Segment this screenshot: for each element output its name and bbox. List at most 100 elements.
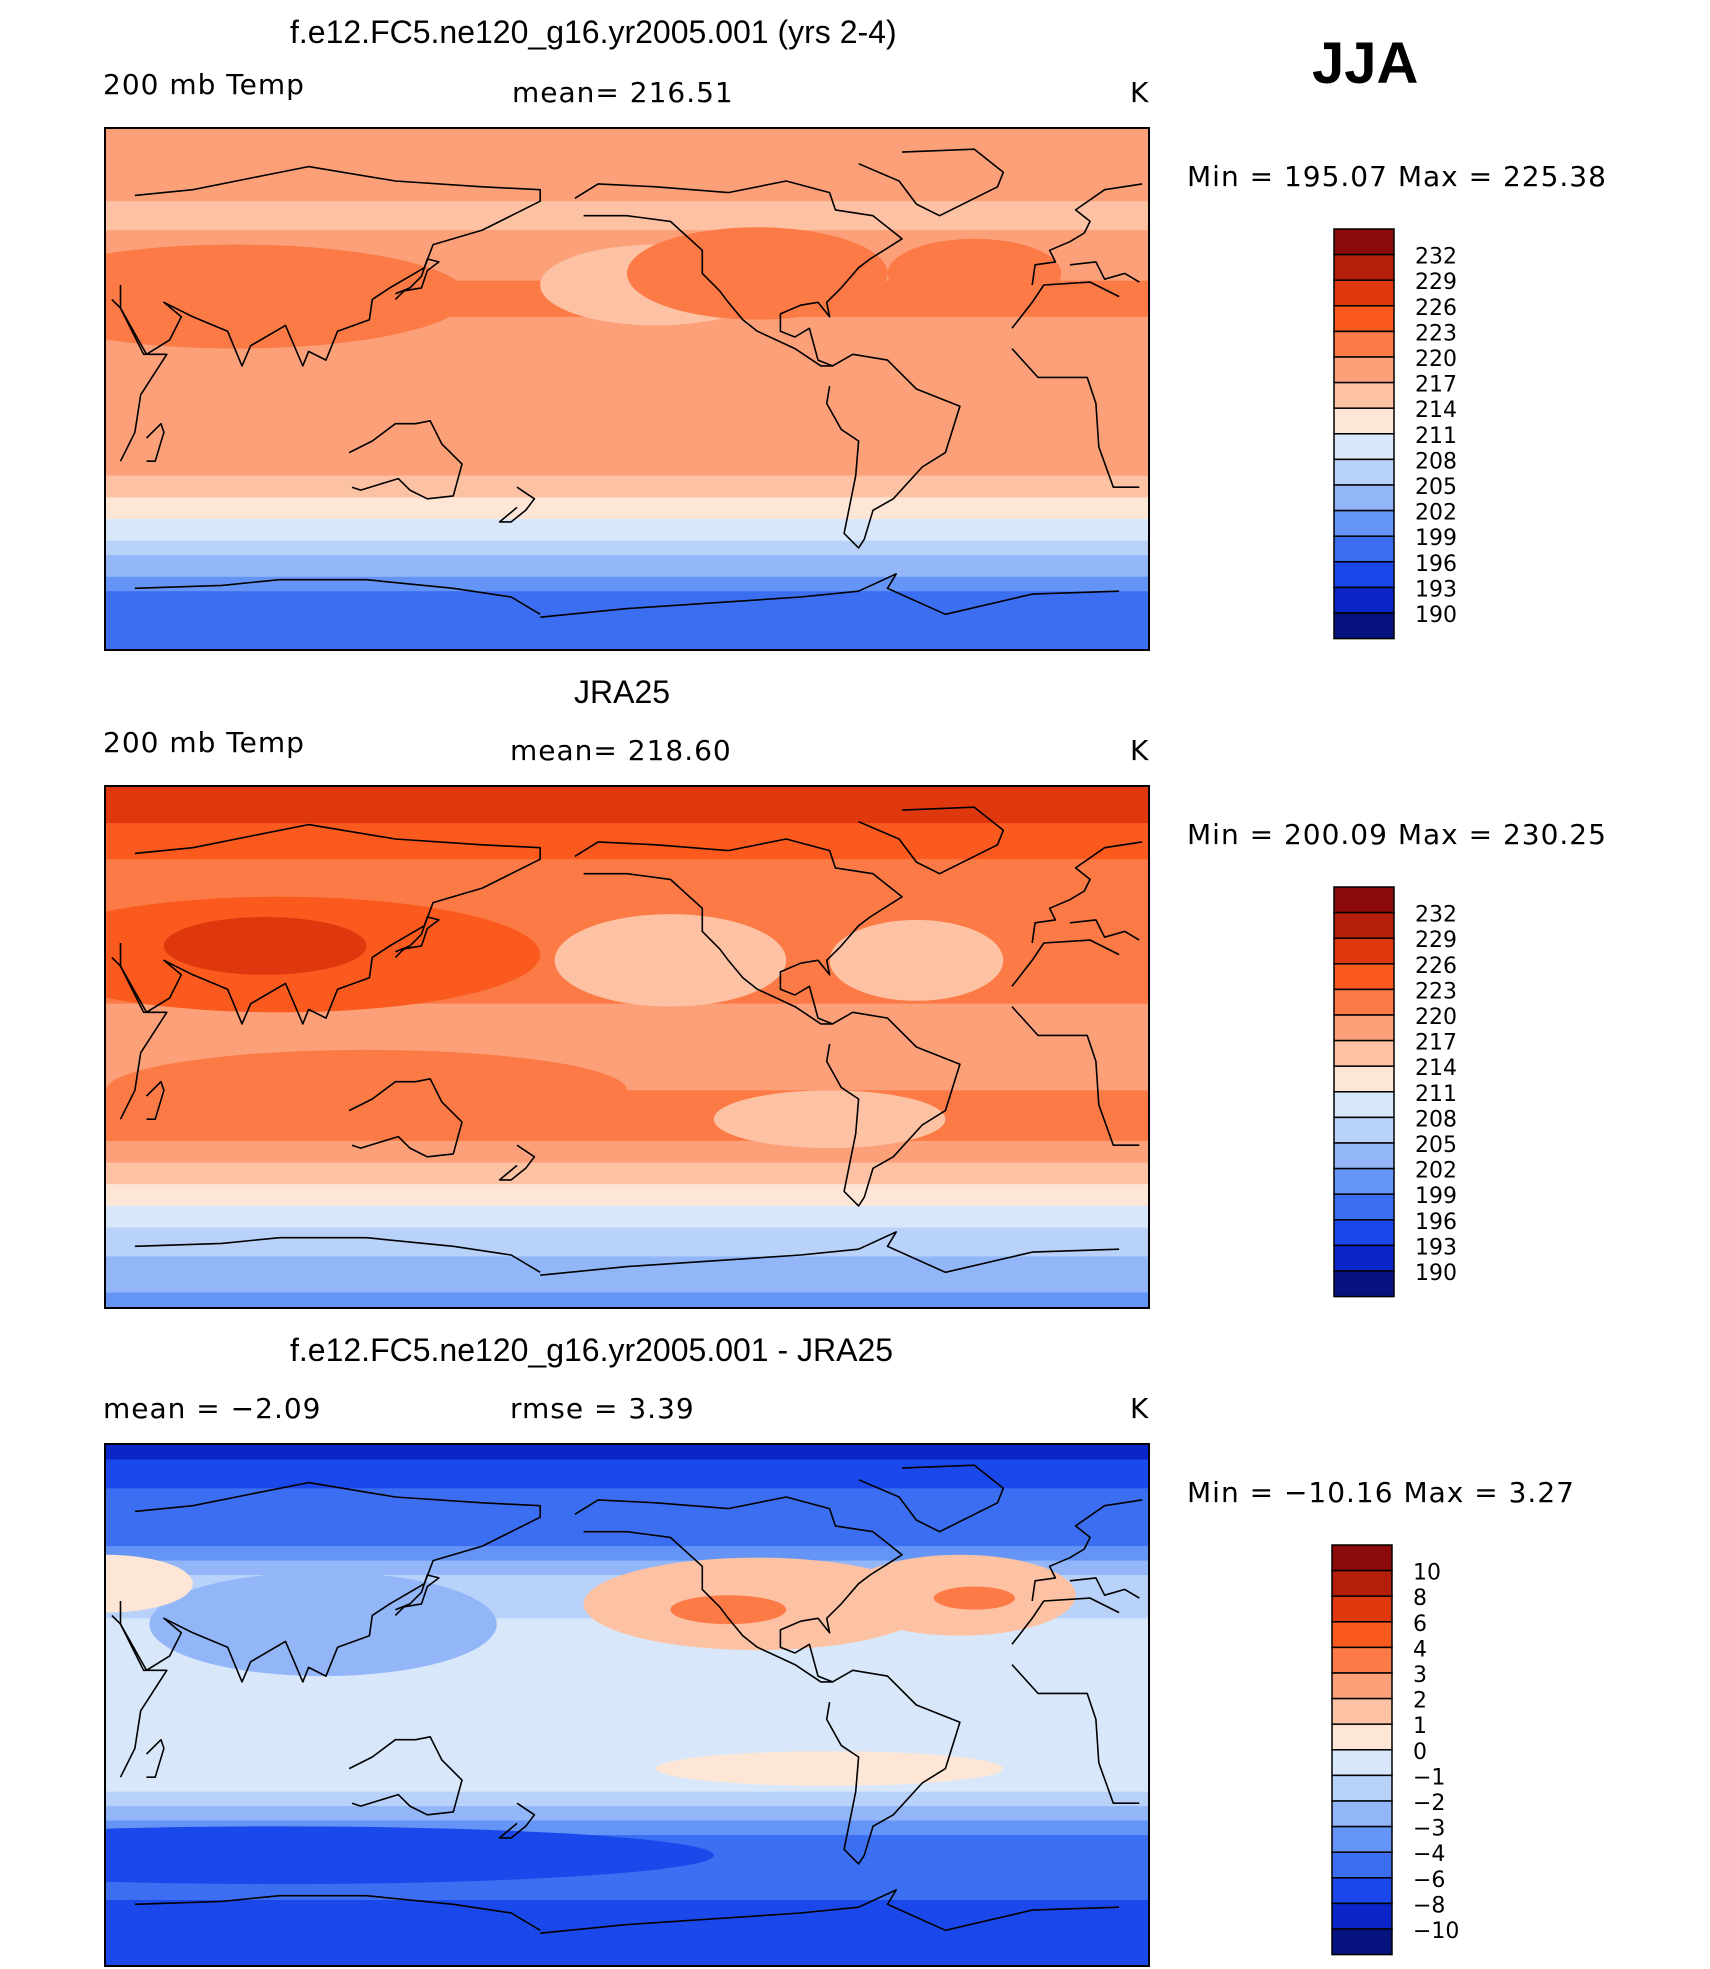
- zonal-band: [106, 584, 1148, 592]
- panel1-contour-field: [106, 129, 1148, 649]
- panel2-colorbar-tick-label: 220: [1415, 1005, 1457, 1030]
- zonal-band: [106, 1112, 1148, 1120]
- panel2-title: JRA25: [574, 674, 671, 710]
- zonal-band: [106, 511, 1148, 520]
- antarctica-outline: [540, 573, 1120, 618]
- zonal-band: [106, 1068, 1148, 1077]
- north-america-outline: [574, 838, 903, 1025]
- zonal-band: [106, 1546, 1148, 1554]
- zonal-band: [106, 1025, 1148, 1034]
- australia-outline: [348, 419, 463, 500]
- zonal-band: [106, 1928, 1148, 1937]
- zonal-band: [106, 446, 1148, 455]
- zonal-band: [106, 801, 1148, 810]
- tibet-warm-region: [106, 244, 468, 349]
- zonal-band: [106, 222, 1148, 231]
- australia-outline: [348, 1735, 463, 1816]
- zonal-band: [106, 1227, 1148, 1236]
- panel3-colorbar-tick-label: 10: [1413, 1561, 1441, 1586]
- panel2-colorbar-swatch-1: [1333, 911, 1395, 939]
- panel3-units: K: [1130, 1392, 1150, 1425]
- zonal-band: [106, 432, 1148, 441]
- zonal-band: [106, 1907, 1148, 1916]
- zonal-band: [106, 1148, 1148, 1156]
- panel2-colorbar-tick-label: 202: [1415, 1159, 1457, 1184]
- panel3-colorbar-tick-label: 1: [1413, 1714, 1427, 1739]
- zonal-band: [106, 1097, 1148, 1106]
- panel3-colorbar-tick-label: 0: [1413, 1740, 1427, 1765]
- panel2-colorbar-tick-label: 205: [1415, 1133, 1457, 1158]
- panel1-colorbar-tick-label: 205: [1415, 475, 1457, 500]
- panel1-colorbar-tick-label: 190: [1415, 603, 1457, 628]
- zonal-band: [106, 201, 1148, 210]
- japan-outline: [394, 916, 440, 958]
- panel1-colorbar-tick-label: 223: [1415, 321, 1457, 346]
- panel1-colorbar-tick-label: 214: [1415, 398, 1457, 423]
- australia-outline: [348, 1077, 463, 1158]
- panel1-colorbar-tick-label: 217: [1415, 373, 1457, 398]
- zonal-band: [106, 1676, 1148, 1684]
- madagascar-outline: [145, 422, 165, 463]
- zonal-band: [106, 1083, 1148, 1091]
- zonal-band: [106, 1263, 1148, 1272]
- zonal-band: [106, 1234, 1148, 1243]
- panel3-colorbar-swatch-1: [1331, 1569, 1393, 1597]
- eurasia-outline: [119, 165, 542, 367]
- zonal-band: [106, 194, 1148, 202]
- zonal-band: [106, 1032, 1148, 1041]
- panel3-colorbar-swatch-13: [1331, 1877, 1393, 1905]
- panel2-colorbar-swatch-11: [1333, 1167, 1395, 1195]
- panel3-colorbar-swatch-4: [1331, 1646, 1393, 1674]
- zonal-band: [106, 1495, 1148, 1504]
- zonal-band: [106, 1481, 1148, 1489]
- zonal-band: [106, 497, 1148, 506]
- panel3-colorbar-swatch-3: [1331, 1621, 1393, 1649]
- zonal-band: [106, 230, 1148, 238]
- zonal-band: [106, 1553, 1148, 1562]
- madagascar-outline: [145, 1738, 165, 1779]
- zonal-band: [106, 1242, 1148, 1250]
- panel2-colorbar-tick-label: 196: [1415, 1210, 1457, 1235]
- north-america-outline: [574, 180, 903, 367]
- panel3-colorbar-swatch-8: [1331, 1749, 1393, 1777]
- panel2-colorbar-tick-label: 223: [1415, 979, 1457, 1004]
- zonal-band: [106, 1943, 1148, 1952]
- zonal-band: [106, 519, 1148, 527]
- new-zealand-outline: [498, 1144, 536, 1181]
- japan-outline: [394, 1574, 440, 1616]
- panel2-colorbar-swatch-3: [1333, 963, 1395, 991]
- zonal-band: [106, 547, 1148, 556]
- zonal-band: [106, 143, 1148, 152]
- zonal-band: [106, 1292, 1148, 1301]
- zonal-band: [106, 844, 1148, 853]
- zonal-band: [106, 136, 1148, 145]
- zonal-band: [106, 1784, 1148, 1793]
- eurasia-outline: [1069, 919, 1140, 941]
- panel3-rmse-label: rmse = 3.39: [510, 1392, 695, 1425]
- zonal-band: [106, 888, 1148, 896]
- panel2-mean-label: mean= 218.60: [510, 734, 732, 767]
- south-indian-warm-region: [106, 1049, 627, 1131]
- panel1-colorbar-swatch-9: [1333, 458, 1395, 486]
- africa-outline: [1011, 1664, 1140, 1805]
- zonal-band: [106, 237, 1148, 246]
- zonal-band: [106, 1220, 1148, 1229]
- panel2-contour-field: [106, 787, 1148, 1307]
- zonal-band: [106, 1748, 1148, 1757]
- eurasia-outline: [1069, 261, 1140, 283]
- eurasia-outline: [119, 1481, 542, 1683]
- zonal-band: [106, 1488, 1148, 1497]
- zonal-band: [106, 555, 1148, 563]
- zonal-band: [106, 620, 1148, 628]
- zonal-band: [106, 1126, 1148, 1135]
- panel1-variable-label: 200 mb Temp: [103, 68, 305, 101]
- zonal-band: [106, 324, 1148, 332]
- zonal-band: [106, 1524, 1148, 1533]
- panel1-colorbar-tick-label: 211: [1415, 424, 1457, 449]
- zonal-band: [106, 562, 1148, 571]
- panel3-colorbar-swatch-2: [1331, 1595, 1393, 1623]
- zonal-band: [106, 1755, 1148, 1764]
- zonal-band: [106, 1827, 1148, 1836]
- zonal-band: [106, 172, 1148, 181]
